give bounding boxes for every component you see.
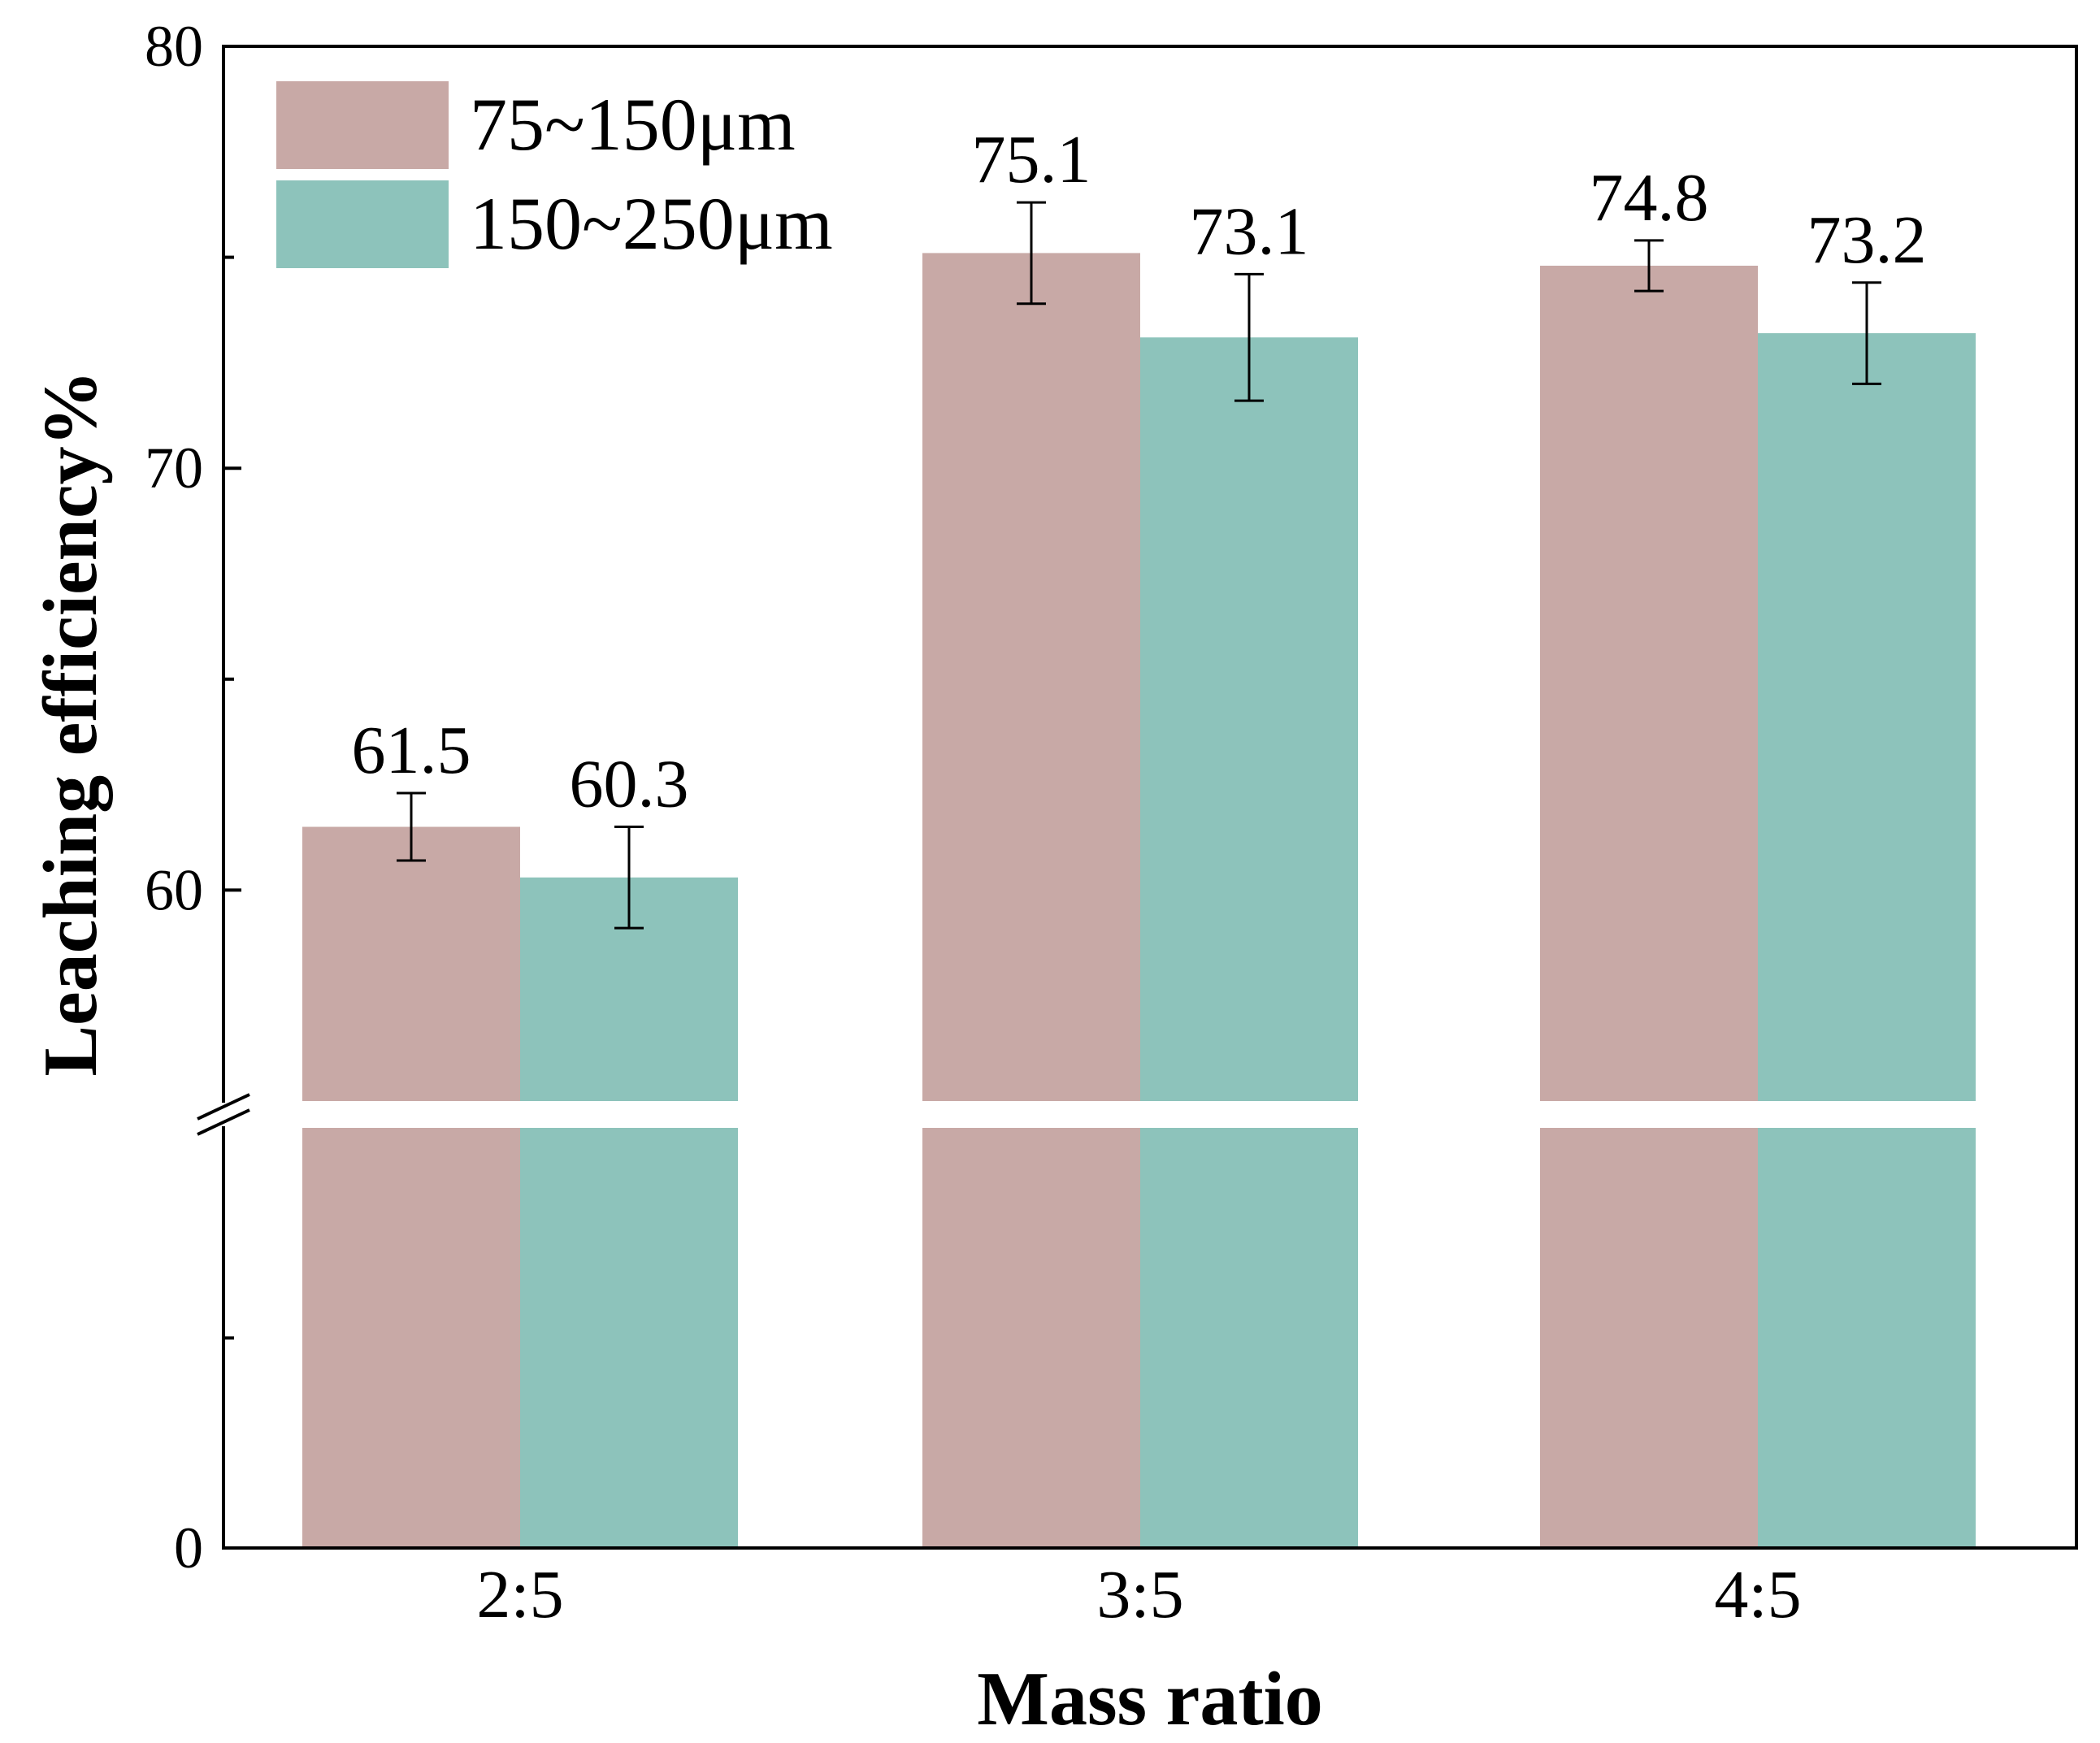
bar-75-150-m-3-5-upper	[922, 253, 1140, 1102]
axis-break-mark-top	[197, 1093, 250, 1121]
x-axis-title: Mass ratio	[977, 1657, 1323, 1741]
value-labels: 61.5 75.1 74.8 60.3 73.1 73.2	[352, 122, 1927, 822]
value-label-150-250-m-3-5: 73.1	[1190, 193, 1309, 269]
error-bar-150-250-m-3-5	[1234, 272, 1264, 402]
legend: 75~150μm 150~250μm	[276, 81, 833, 268]
legend-swatch	[276, 180, 449, 268]
y-tick-label-0: 0	[174, 1515, 203, 1580]
bar-75-150-m-2-5-upper	[302, 826, 520, 1101]
x-tick-label-4-5: 4:5	[1714, 1557, 1801, 1632]
value-label-75-150-m-4-5: 74.8	[1590, 160, 1709, 236]
error-bar-75-150-m-3-5	[1017, 201, 1046, 306]
bar-75-150-m-2-5-lower	[302, 1128, 520, 1548]
plot-border	[222, 45, 2078, 1550]
bar-150-250-m-3-5-lower	[1140, 1128, 1358, 1548]
legend-label: 75~150μm	[470, 83, 796, 166]
value-label-150-250-m-2-5: 60.3	[570, 747, 689, 822]
bar-75-150-m-4-5-lower	[1540, 1128, 1758, 1548]
x-tick-label-3-5: 3:5	[1096, 1557, 1183, 1632]
x-tick-labels: 2:5 3:5 4:5	[476, 1557, 1801, 1632]
bars-layer	[302, 253, 1976, 1548]
value-label-75-150-m-3-5: 75.1	[972, 122, 1091, 197]
x-tick-label-2-5: 2:5	[476, 1557, 563, 1632]
y-tick-label-80: 80	[145, 14, 203, 79]
bar-75-150-m-3-5-lower	[922, 1128, 1140, 1548]
bar-150-250-m-4-5-upper	[1758, 333, 1976, 1101]
error-bar-150-250-m-2-5	[614, 826, 644, 930]
y-ticks: 0 60 70 80	[145, 14, 241, 1580]
error-bar-75-150-m-4-5	[1634, 239, 1664, 293]
error-bars	[397, 201, 1881, 930]
value-label-150-250-m-4-5: 73.2	[1807, 202, 1927, 278]
bar-150-250-m-4-5-lower	[1758, 1128, 1976, 1548]
error-bar-150-250-m-4-5	[1852, 281, 1881, 385]
legend-item-75-150-m: 75~150μm	[276, 81, 796, 169]
y-tick-label-60: 60	[145, 857, 203, 922]
legend-item-150-250-m: 150~250μm	[276, 180, 833, 268]
plot-frame	[197, 45, 2078, 1550]
y-axis-title: Leaching efficiency%	[28, 370, 113, 1076]
bar-75-150-m-4-5-upper	[1540, 265, 1758, 1101]
error-bar-75-150-m-2-5	[397, 791, 426, 862]
legend-label: 150~250μm	[470, 182, 833, 265]
axis-break-mark-bottom	[197, 1108, 250, 1136]
bar-150-250-m-2-5-lower	[520, 1128, 738, 1548]
y-tick-label-70: 70	[145, 436, 203, 501]
legend-swatch	[276, 81, 449, 169]
bar-150-250-m-3-5-upper	[1140, 337, 1358, 1101]
value-label-75-150-m-2-5: 61.5	[352, 713, 471, 788]
